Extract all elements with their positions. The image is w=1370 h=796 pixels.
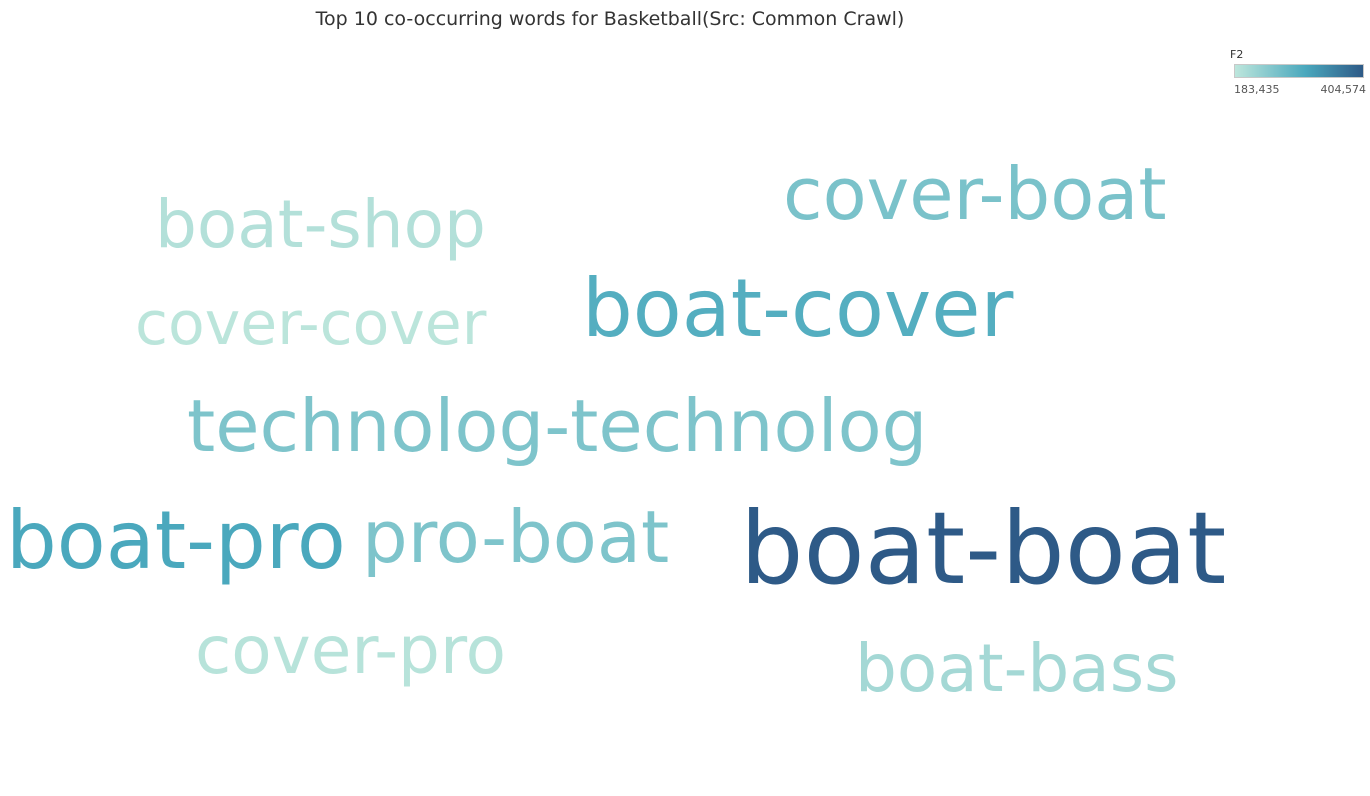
word-cover-pro: cover-pro [195, 612, 506, 689]
word-boat-shop: boat-shop [155, 186, 486, 263]
word-technolog-technolog: technolog-technolog [187, 384, 927, 468]
color-legend: F2 183,435 404,574 [1230, 48, 1366, 98]
word-boat-bass: boat-bass [855, 630, 1179, 707]
chart-title: Top 10 co-occurring words for Basketball… [315, 8, 905, 30]
legend-title: F2 [1230, 48, 1244, 61]
word-pro-boat: pro-boat [362, 495, 669, 579]
word-cover-boat: cover-boat [783, 152, 1167, 236]
legend-min-label: 183,435 [1234, 83, 1280, 96]
legend-max-label: 404,574 [1320, 83, 1367, 96]
legend-gradient-bar [1234, 64, 1364, 78]
word-cover-cover: cover-cover [135, 289, 487, 359]
word-boat-boat: boat-boat [740, 490, 1226, 607]
word-boat-cover: boat-cover [582, 262, 1013, 355]
word-boat-pro: boat-pro [6, 494, 346, 587]
